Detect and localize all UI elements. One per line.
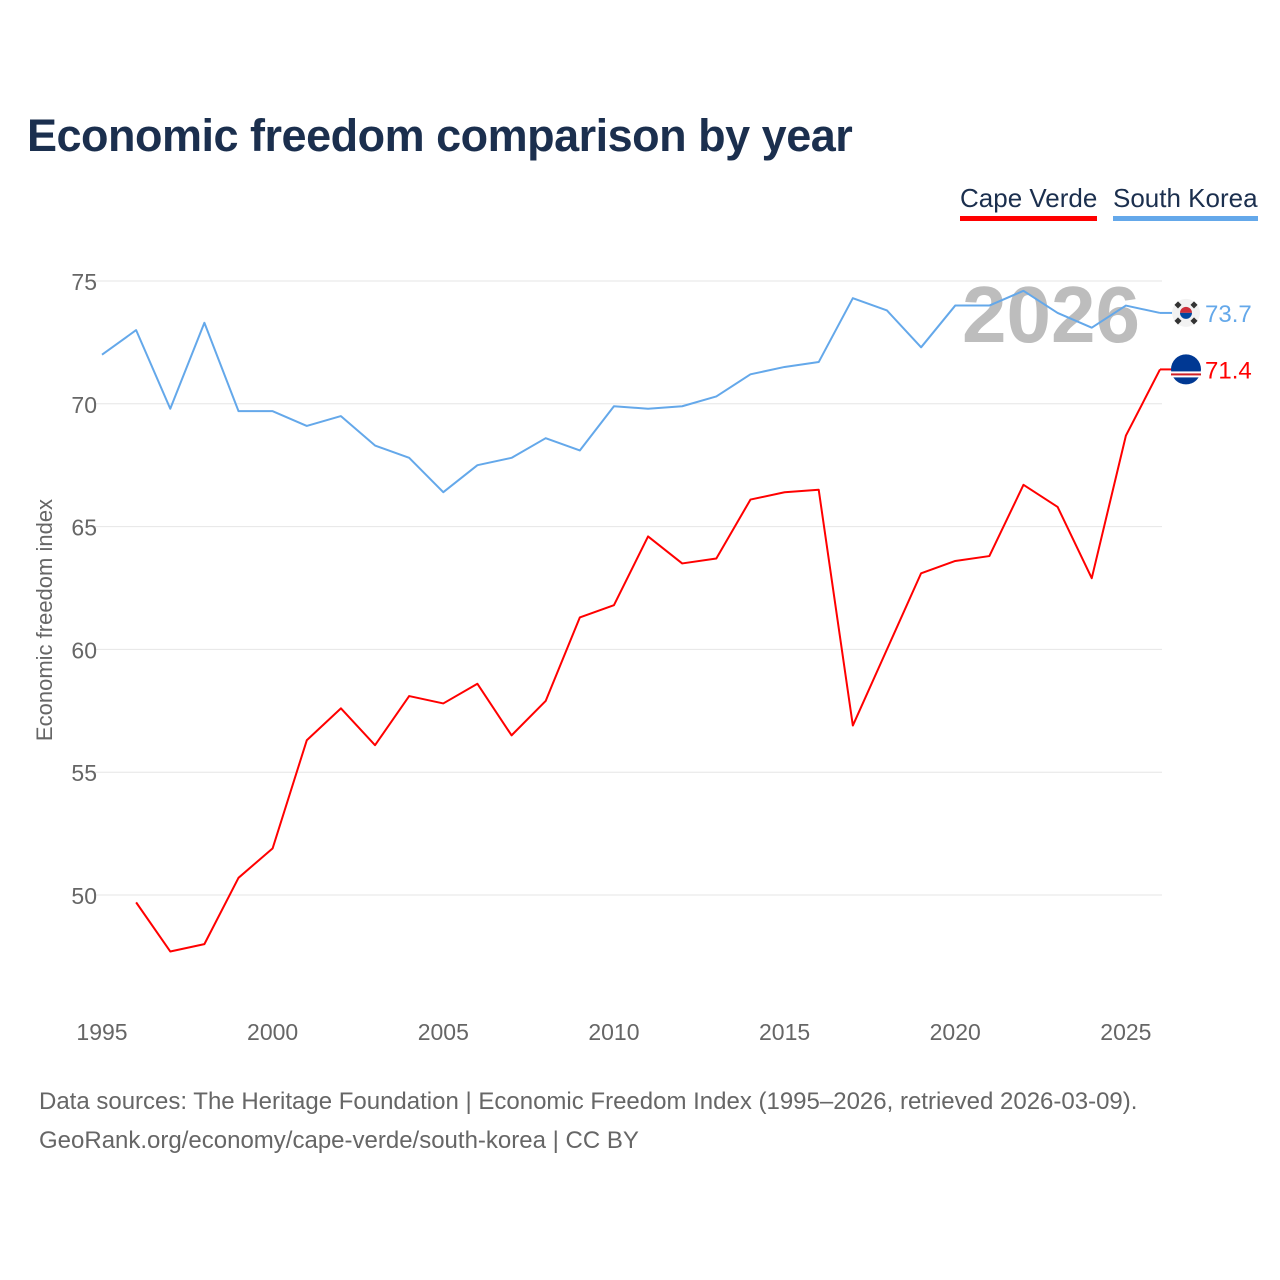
x-tick-label: 2010 — [588, 1019, 639, 1045]
y-tick-label: 75 — [71, 269, 97, 295]
y-tick-label: 55 — [71, 760, 97, 786]
y-axis-label: Economic freedom index — [32, 499, 57, 741]
legend-cape-verde[interactable]: Cape Verde — [960, 183, 1098, 221]
footer-sources: Data sources: The Heritage Foundation | … — [39, 1088, 1138, 1115]
x-tick-label: 2005 — [418, 1019, 469, 1045]
x-tick-label: 2015 — [759, 1019, 810, 1045]
chart-title: Economic freedom comparison by year — [27, 110, 853, 161]
footer-link[interactable]: GeoRank.org/economy/cape-verde/south-kor… — [39, 1127, 639, 1154]
y-tick-label: 65 — [71, 515, 97, 541]
x-tick-label: 2020 — [930, 1019, 981, 1045]
legend-south-korea[interactable]: South Korea — [1113, 183, 1258, 221]
end-value-label: 71.4 — [1205, 357, 1252, 384]
flag-stripe — [1171, 373, 1201, 376]
flag-taegeuk — [1180, 312, 1192, 319]
y-tick-label: 60 — [71, 637, 97, 663]
cape-verde-flag-icon — [1171, 354, 1201, 385]
flag-taegeuk — [1180, 306, 1192, 313]
x-tick-label: 2025 — [1100, 1019, 1151, 1045]
end-value-label: 73.7 — [1205, 301, 1252, 328]
x-tick-label: 2000 — [247, 1019, 298, 1045]
y-tick-label: 50 — [71, 883, 97, 909]
series-line-south-korea — [101, 289, 1161, 494]
series-line-cape-verde — [135, 368, 1161, 953]
y-tick-label: 70 — [71, 392, 97, 418]
x-tick-label: 1995 — [76, 1019, 127, 1045]
